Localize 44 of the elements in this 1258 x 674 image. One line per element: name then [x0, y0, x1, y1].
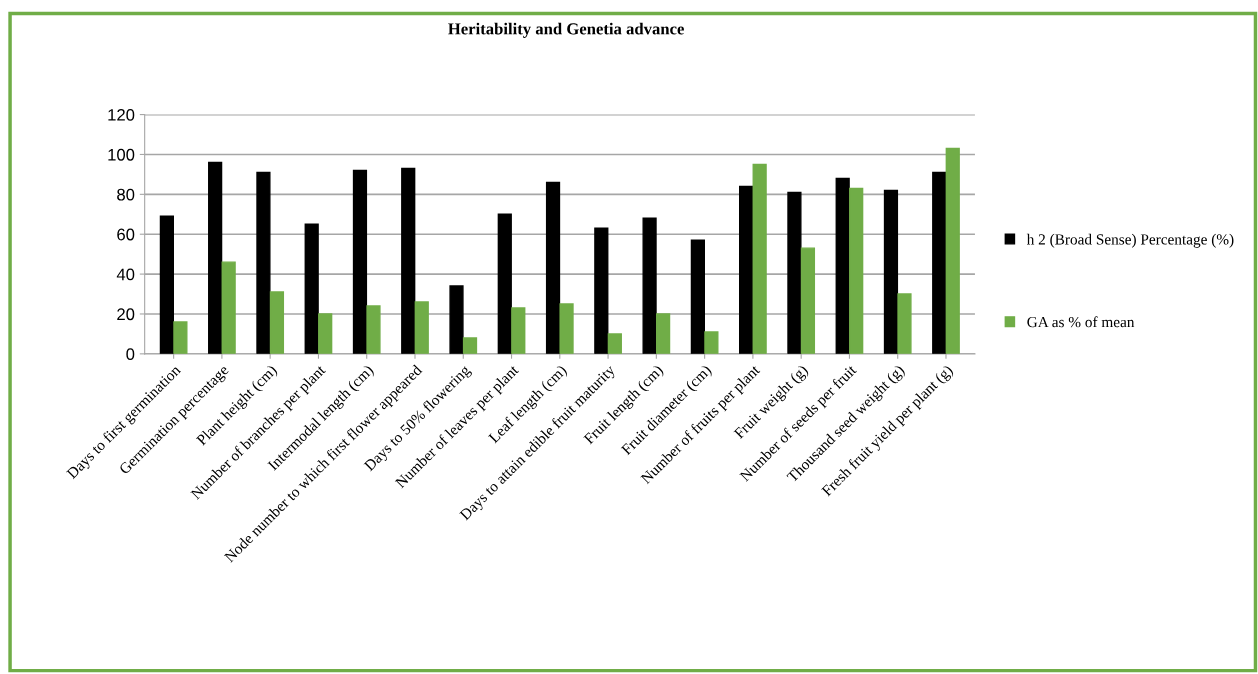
- bar: [607, 333, 622, 354]
- y-tick-label: 120: [108, 108, 135, 121]
- bar: [945, 147, 960, 354]
- bar: [511, 307, 526, 354]
- bar: [352, 169, 368, 354]
- bar: [655, 313, 671, 354]
- bar: [690, 239, 705, 354]
- y-tick-label: 100: [108, 148, 135, 161]
- y-tick-label: 20: [117, 308, 135, 321]
- bar: [449, 285, 464, 354]
- bar: [739, 185, 754, 354]
- y-tick-label: 40: [116, 268, 135, 281]
- bar: [173, 321, 188, 354]
- bar: [883, 189, 899, 354]
- bar: [304, 223, 319, 354]
- bar: [256, 171, 271, 354]
- bar: [897, 293, 912, 354]
- bar: [787, 191, 802, 354]
- bar: [642, 217, 657, 354]
- y-tick-label: 80: [117, 188, 135, 201]
- bar: [269, 291, 285, 354]
- bar: [366, 305, 381, 354]
- bar: [594, 227, 609, 354]
- bar: [462, 337, 478, 354]
- bar: [318, 313, 333, 354]
- bar: [221, 261, 236, 354]
- bar: [704, 331, 719, 354]
- bar: [414, 301, 429, 354]
- y-tick-label: 60: [117, 228, 135, 241]
- bar: [932, 171, 947, 354]
- bar: [800, 247, 816, 354]
- bar: [159, 215, 174, 354]
- bar: [559, 303, 574, 354]
- bar: [401, 167, 416, 354]
- chart-title: Heritability and Genetia advance: [448, 22, 684, 38]
- bar: [208, 161, 223, 354]
- bar: [545, 181, 561, 354]
- bar: [835, 177, 850, 354]
- bar: [752, 163, 767, 354]
- bar: [497, 213, 512, 354]
- legend-label: h 2 (Broad Sense) Percentage (%): [1026, 233, 1234, 248]
- legend-label: GA as % of mean: [1027, 316, 1135, 328]
- bar: [849, 187, 864, 354]
- y-tick-label: 0: [126, 348, 135, 361]
